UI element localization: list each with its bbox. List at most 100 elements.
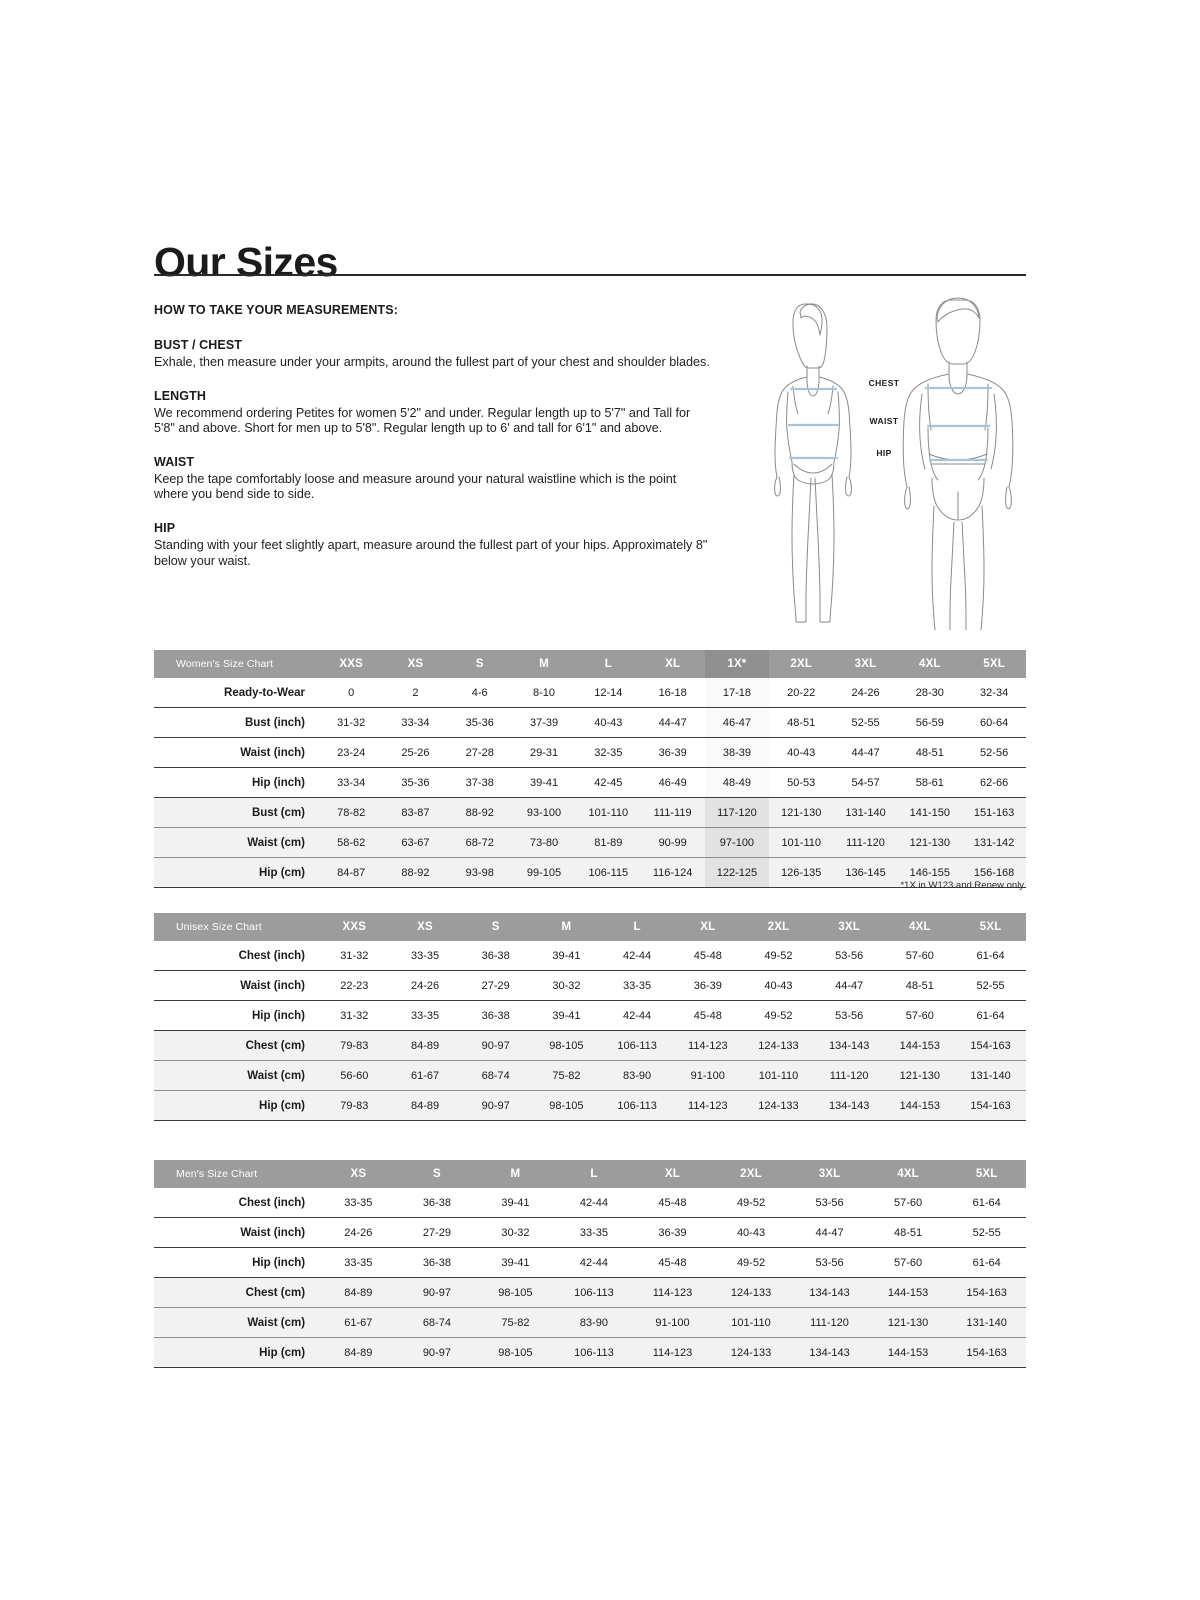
title-divider xyxy=(154,274,1026,276)
cell: 52-55 xyxy=(976,979,1005,992)
cell: 39-41 xyxy=(529,776,559,789)
cell: 57-60 xyxy=(894,1256,923,1269)
cell: 116-124 xyxy=(640,857,705,888)
unisex-chart-title: Unisex Size Chart xyxy=(154,913,320,941)
body-figures-illustration xyxy=(774,297,1014,630)
cell: 35-36 xyxy=(465,716,494,729)
cell: 144-153 xyxy=(868,1277,948,1308)
section-title: BUST / CHEST xyxy=(154,338,243,352)
unisex-size-chart: Unisex Size Chart XXS XS S M L XL 2XL 3X… xyxy=(154,913,1026,1121)
cell: 36-39 xyxy=(693,979,722,992)
body-measurement-figures: CHEST WAIST HIP xyxy=(748,278,1038,630)
cell: 29-31 xyxy=(529,746,559,759)
cell: 101-110 xyxy=(743,1060,814,1091)
cell: 45-48 xyxy=(693,949,722,962)
cell: 40-43 xyxy=(594,716,623,729)
cell: 39-41 xyxy=(552,949,581,962)
cell: 124-133 xyxy=(711,1337,791,1368)
cell: 79-83 xyxy=(319,1030,390,1061)
cell: 134-143 xyxy=(813,1030,885,1061)
cell: 106-113 xyxy=(601,1030,673,1061)
female-figure-outline xyxy=(774,303,852,623)
cell: 52-55 xyxy=(972,1226,1001,1239)
cell: 52-56 xyxy=(980,746,1009,759)
cell: 124-133 xyxy=(743,1090,814,1121)
table-row: Chest (cm) 84-89 90-97 98-105 106-113 11… xyxy=(154,1277,1026,1308)
cell: 33-35 xyxy=(410,1009,440,1022)
cell: 154-163 xyxy=(947,1337,1026,1368)
men-col-l: L xyxy=(554,1160,634,1188)
cell: 30-32 xyxy=(552,979,581,992)
cell: 93-98 xyxy=(447,857,512,888)
cell: 60-64 xyxy=(980,716,1009,729)
men-col-m: M xyxy=(476,1160,555,1188)
cell: 106-113 xyxy=(554,1277,634,1308)
table-row: Hip (inch) 31-32 33-35 36-38 39-41 42-44… xyxy=(154,1000,1026,1031)
cell: 61-64 xyxy=(976,949,1005,962)
cell: 24-26 xyxy=(410,979,440,992)
cell: 75-82 xyxy=(531,1060,602,1091)
men-table-head: Men's Size Chart XS S M L XL 2XL 3XL 4XL… xyxy=(154,1160,1026,1188)
cell: 33-34 xyxy=(401,716,430,729)
row-label: Waist (inch) xyxy=(240,746,305,759)
cell: 49-52 xyxy=(736,1196,766,1209)
women-chart-title: Women's Size Chart xyxy=(154,650,319,678)
cell: 90-99 xyxy=(640,827,705,858)
cell: 131-140 xyxy=(833,797,898,828)
cell: 33-35 xyxy=(579,1226,609,1239)
table-row: Hip (inch) 33-34 35-36 37-38 39-41 42-45… xyxy=(154,767,1027,798)
cell: 88-92 xyxy=(383,857,448,888)
cell: 134-143 xyxy=(790,1337,869,1368)
cell: 126-135 xyxy=(769,857,834,888)
row-label: Chest (inch) xyxy=(238,949,306,962)
cell: 56-60 xyxy=(319,1060,390,1091)
cell: 62-66 xyxy=(980,776,1009,789)
cell: 49-52 xyxy=(764,1009,793,1022)
section-title: HIP xyxy=(154,520,176,535)
cell: 42-44 xyxy=(623,949,652,962)
cell: 39-41 xyxy=(501,1256,530,1269)
unisex-table-body: Chest (inch) 31-32 33-35 36-38 39-41 42-… xyxy=(154,941,1026,1121)
women-table-body: Ready-to-Wear 0 2 4-6 8-10 12-14 16-18 1… xyxy=(154,678,1027,888)
table-row: Waist (inch) 23-24 25-26 27-28 29-31 32-… xyxy=(154,737,1027,768)
cell: 114-123 xyxy=(672,1030,744,1061)
womens-size-chart: Women's Size Chart XXS XS S M L XL 1X* 2… xyxy=(154,650,1027,888)
table-row: Hip (cm) 84-89 90-97 98-105 106-113 114-… xyxy=(154,1337,1026,1368)
men-col-5xl: 5XL xyxy=(947,1160,1026,1188)
table-row: Waist (inch) 24-26 27-29 30-32 33-35 36-… xyxy=(154,1217,1026,1248)
cell: 101-110 xyxy=(576,797,641,828)
unisex-table-head: Unisex Size Chart XXS XS S M L XL 2XL 3X… xyxy=(154,913,1026,941)
cell: 42-44 xyxy=(623,1009,652,1022)
men-col-xs: XS xyxy=(319,1160,398,1188)
cell: 36-39 xyxy=(658,1226,687,1239)
cell: 144-153 xyxy=(884,1090,956,1121)
row-label: Ready-to-Wear xyxy=(224,686,305,699)
cell: 83-90 xyxy=(601,1060,673,1091)
table-header-row: Men's Size Chart XS S M L XL 2XL 3XL 4XL… xyxy=(154,1160,1026,1188)
cell: 144-153 xyxy=(868,1337,948,1368)
unisex-col-2xl: 2XL xyxy=(743,913,814,941)
cell: 36-39 xyxy=(658,746,687,759)
cell: 151-163 xyxy=(961,797,1027,828)
cell: 111-119 xyxy=(640,797,705,828)
row-label: Waist (cm) xyxy=(154,1060,320,1091)
cell: 42-44 xyxy=(579,1196,609,1209)
women-col-3xl: 3XL xyxy=(833,650,898,678)
cell: 45-48 xyxy=(658,1256,687,1269)
cell: 75-82 xyxy=(476,1307,555,1338)
cell: 39-41 xyxy=(552,1009,581,1022)
unisex-col-s: S xyxy=(460,913,532,941)
cell: 24-26 xyxy=(851,686,880,699)
unisex-col-m: M xyxy=(531,913,602,941)
table-row: Waist (cm) 58-62 63-67 68-72 73-80 81-89… xyxy=(154,827,1027,858)
table-row: Hip (cm) 79-83 84-89 90-97 98-105 106-11… xyxy=(154,1090,1026,1121)
cell: 90-97 xyxy=(460,1030,532,1061)
men-col-xl: XL xyxy=(633,1160,712,1188)
men-col-s: S xyxy=(397,1160,477,1188)
cell: 32-35 xyxy=(594,746,623,759)
women-col-s: S xyxy=(447,650,512,678)
cell: 117-120 xyxy=(704,797,770,828)
women-col-m: M xyxy=(511,650,577,678)
row-label: Chest (cm) xyxy=(154,1277,320,1308)
cell: 20-22 xyxy=(787,686,816,699)
